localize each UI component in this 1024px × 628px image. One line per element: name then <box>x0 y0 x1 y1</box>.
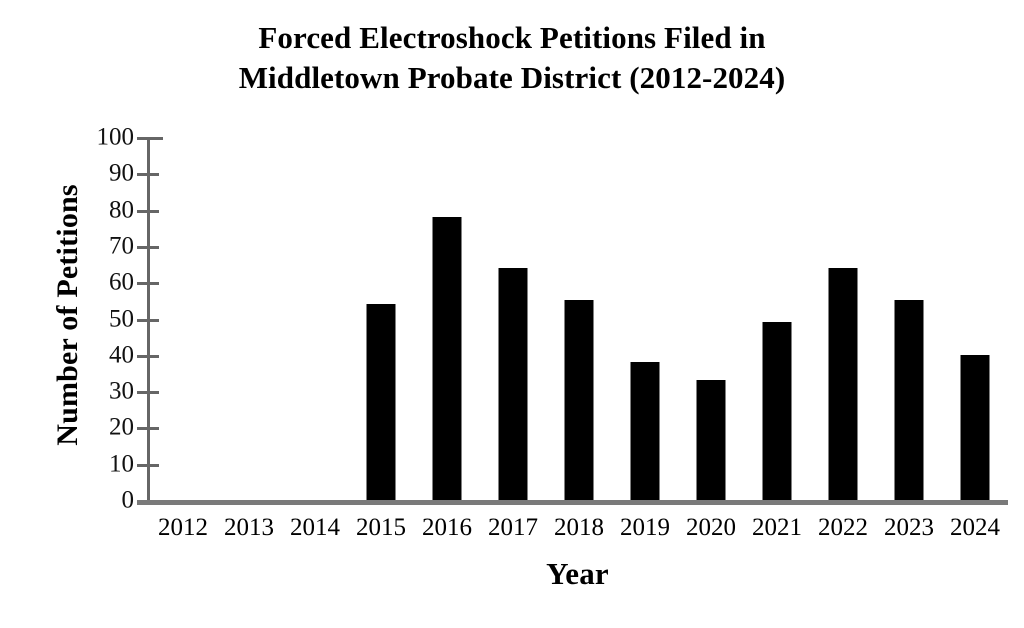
x-axis-tick-labels: 2012 2013 2014 2015 2016 2017 2018 2019 2020 2021… <box>150 512 1008 552</box>
x-tick-label-2022: 2022 <box>818 514 868 541</box>
x-tick-label-2024: 2024 <box>950 514 1000 541</box>
y-tick-label-60: 60 <box>109 268 134 296</box>
bar-slot-2016 <box>414 137 480 500</box>
x-tick-label-2012: 2012 <box>158 514 208 541</box>
y-tick-mark-40 <box>137 354 159 358</box>
bar-2016 <box>432 216 462 500</box>
x-tick-label-2017: 2017 <box>488 514 538 541</box>
y-tick-label-50: 50 <box>109 305 134 332</box>
bar-slot-2014 <box>282 137 348 500</box>
x-tick-label-2018: 2018 <box>554 514 604 541</box>
y-tick-mark-60 <box>137 282 159 286</box>
bar-2024 <box>960 354 990 500</box>
bar-slot-2015 <box>348 137 414 500</box>
bar-slot-2020 <box>678 137 744 500</box>
bar-slot-2021 <box>744 137 810 500</box>
y-tick-mark-30 <box>137 391 159 395</box>
y-axis-tick-labels: 0 10 20 30 40 50 60 70 80 90 100 <box>66 125 135 513</box>
chart-title-line-2: Middletown Probate District (2012-2024) <box>238 59 786 95</box>
bars-layer <box>150 137 1008 500</box>
x-axis-title: Year <box>546 556 609 591</box>
x-tick-label-2015: 2015 <box>356 514 406 541</box>
y-tick-mark-90 <box>137 173 159 177</box>
bar-2022 <box>828 267 858 500</box>
bar-2019 <box>630 362 660 500</box>
plot-area <box>137 137 1008 505</box>
bar-slot-2023 <box>876 137 942 500</box>
bar-slot-2018 <box>546 137 612 500</box>
y-tick-mark-10 <box>137 463 159 467</box>
bar-2020 <box>696 380 726 500</box>
bar-2017 <box>498 267 528 500</box>
y-tick-mark-20 <box>137 427 159 431</box>
y-tick-label-100: 100 <box>96 123 135 151</box>
y-tick-label-20: 20 <box>109 413 134 441</box>
bar-2021 <box>762 322 792 500</box>
bar-2015 <box>366 303 396 500</box>
x-axis-line <box>137 500 1008 505</box>
bar-slot-2012 <box>150 137 216 500</box>
bar-2018 <box>564 300 594 500</box>
bar-slot-2019 <box>612 137 678 500</box>
y-tick-mark-70 <box>137 245 159 249</box>
x-tick-label-2013: 2013 <box>224 514 274 541</box>
y-tick-label-0: 0 <box>121 486 135 514</box>
x-tick-label-2014: 2014 <box>290 514 340 541</box>
x-tick-label-2020: 2020 <box>686 514 736 541</box>
x-tick-label-2016: 2016 <box>422 514 472 541</box>
y-tick-label-30: 30 <box>109 377 134 405</box>
bar-slot-2024 <box>942 137 1008 500</box>
y-tick-label-80: 80 <box>109 196 134 224</box>
y-tick-mark-80 <box>137 209 159 213</box>
y-tick-label-90: 90 <box>109 159 134 187</box>
chart-title: Forced Electroshock Petitions Filed in M… <box>60 18 964 97</box>
y-tick-mark-100 <box>137 137 163 140</box>
y-tick-mark-50 <box>137 318 159 322</box>
y-tick-label-70: 70 <box>109 232 134 260</box>
bar-slot-2013 <box>216 137 282 500</box>
x-tick-label-2021: 2021 <box>752 514 802 541</box>
y-tick-label-40: 40 <box>109 341 134 369</box>
bar-2023 <box>894 300 924 500</box>
x-tick-label-2019: 2019 <box>620 514 670 541</box>
y-tick-label-10: 10 <box>109 450 134 478</box>
bar-slot-2017 <box>480 137 546 500</box>
bar-slot-2022 <box>810 137 876 500</box>
chart-title-line-1: Forced Electroshock Petitions Filed in <box>258 20 766 55</box>
x-tick-label-2023: 2023 <box>884 514 934 541</box>
